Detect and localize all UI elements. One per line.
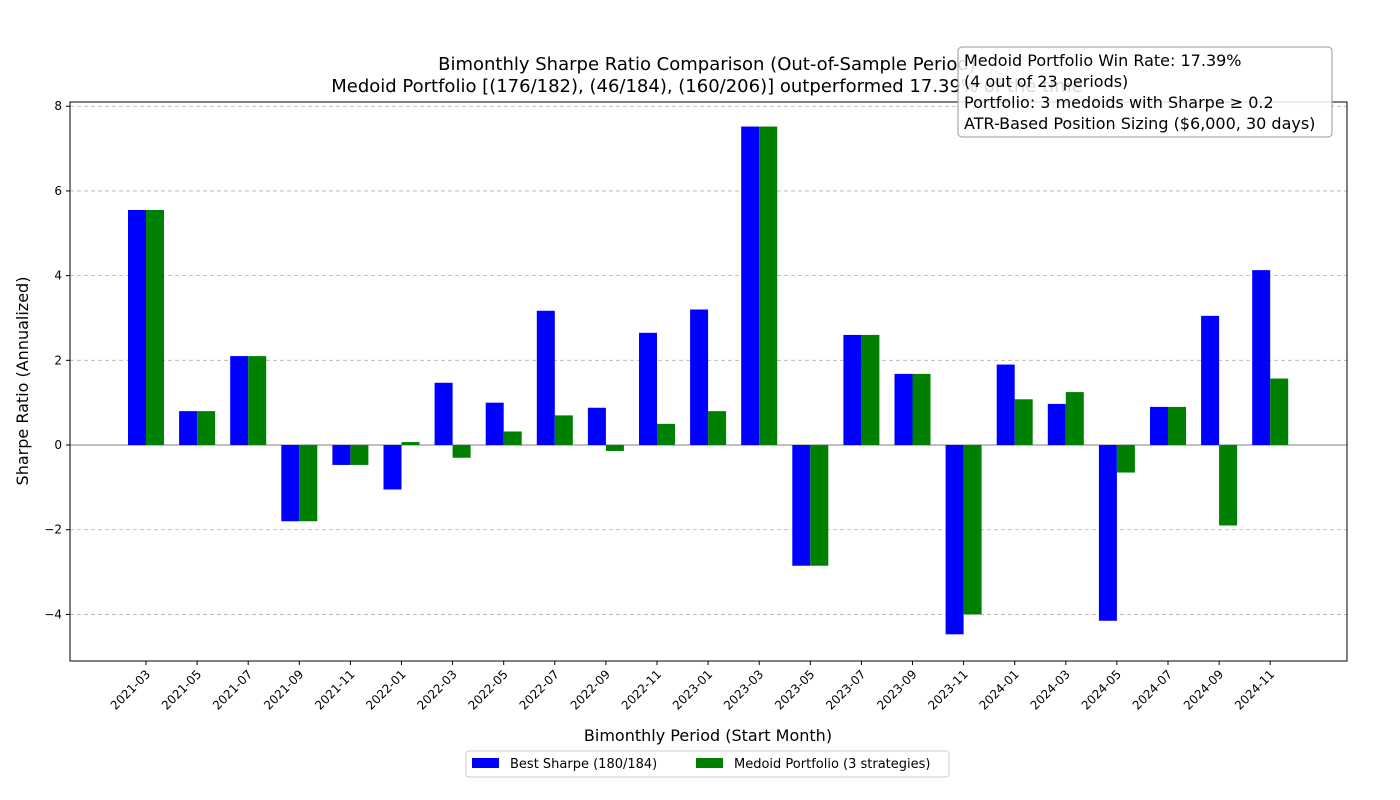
- bar-best-sharpe: [741, 126, 760, 446]
- bar-medoid-portfolio: [1116, 445, 1135, 473]
- bar-best-sharpe: [894, 373, 913, 446]
- bar-best-sharpe: [128, 209, 146, 446]
- x-tick-label: 2022-05: [465, 667, 510, 712]
- bar-best-sharpe: [1150, 406, 1168, 446]
- stats-line: (4 out of 23 periods): [964, 72, 1128, 91]
- y-axis-ticks: −4 −2 0 2 4 6 8: [44, 99, 70, 621]
- bar-medoid-portfolio: [861, 334, 880, 446]
- x-tick-label: 2023-05: [772, 667, 817, 712]
- bar-medoid-portfolio: [605, 445, 624, 451]
- bar-best-sharpe: [536, 310, 555, 446]
- bar-medoid-portfolio: [146, 209, 164, 446]
- x-tick-label: 2021-03: [108, 667, 153, 712]
- bar-medoid-portfolio: [452, 445, 471, 458]
- bar-best-sharpe: [1047, 403, 1066, 446]
- y-tick-label: 0: [54, 438, 62, 452]
- stats-line: Portfolio: 3 medoids with Sharpe ≥ 0.2: [964, 93, 1274, 112]
- x-tick-label: 2023-03: [721, 667, 766, 712]
- legend-swatch-medoid-portfolio: [696, 758, 723, 768]
- x-tick-label: 2021-07: [210, 667, 255, 712]
- bar-best-sharpe: [690, 309, 709, 446]
- x-axis-label: Bimonthly Period (Start Month): [584, 726, 832, 745]
- x-tick-label: 2024-01: [976, 667, 1021, 712]
- legend-label-medoid-portfolio: Medoid Portfolio (3 strategies): [734, 757, 931, 772]
- bar-best-sharpe: [843, 334, 862, 446]
- y-tick-label: 8: [54, 99, 62, 113]
- x-tick-label: 2022-03: [414, 667, 459, 712]
- grid-lines: [70, 105, 1347, 615]
- x-tick-label: 2024-07: [1130, 667, 1175, 712]
- bar-medoid-portfolio: [248, 356, 267, 446]
- bar-medoid-portfolio: [1270, 378, 1289, 446]
- stats-line: Medoid Portfolio Win Rate: 17.39%: [964, 51, 1242, 70]
- bar-best-sharpe: [1201, 315, 1220, 446]
- stats-box-frame: [957, 46, 1333, 138]
- x-tick-label: 2022-01: [363, 667, 408, 712]
- bar-best-sharpe: [434, 382, 453, 446]
- x-tick-label: 2024-11: [1232, 667, 1277, 712]
- bars: [128, 126, 1289, 635]
- bar-medoid-portfolio: [350, 445, 369, 465]
- x-tick-label: 2021-05: [159, 667, 204, 712]
- bar-medoid-portfolio: [401, 442, 420, 446]
- bar-best-sharpe: [383, 445, 402, 490]
- bar-best-sharpe: [1252, 270, 1271, 446]
- x-tick-label: 2022-11: [619, 667, 664, 712]
- bar-medoid-portfolio: [503, 431, 522, 446]
- bar-medoid-portfolio: [759, 126, 778, 446]
- chart-title: Bimonthly Sharpe Ratio Comparison (Out-o…: [438, 54, 976, 75]
- bar-best-sharpe: [639, 332, 657, 446]
- bar-best-sharpe: [587, 407, 606, 446]
- y-tick-label: 6: [54, 184, 62, 198]
- x-tick-label: 2024-09: [1181, 667, 1226, 712]
- bar-medoid-portfolio: [912, 373, 931, 446]
- bar-best-sharpe: [485, 402, 504, 446]
- x-tick-label: 2024-05: [1079, 667, 1124, 712]
- bar-best-sharpe: [1098, 445, 1117, 621]
- bar-best-sharpe: [996, 364, 1015, 446]
- y-tick-label: −2: [44, 523, 62, 537]
- x-tick-label: 2024-03: [1028, 667, 1073, 712]
- bar-medoid-portfolio: [1168, 406, 1186, 446]
- bar-best-sharpe: [332, 445, 351, 465]
- y-tick-label: −4: [44, 607, 62, 621]
- legend: Best Sharpe (180/184) Medoid Portfolio (…: [465, 750, 950, 778]
- bar-best-sharpe: [792, 445, 811, 566]
- x-tick-label: 2021-11: [312, 667, 357, 712]
- bar-medoid-portfolio: [810, 445, 829, 566]
- bar-medoid-portfolio: [963, 445, 982, 615]
- legend-label-best-sharpe: Best Sharpe (180/184): [510, 757, 657, 772]
- bar-medoid-portfolio: [1065, 392, 1084, 446]
- x-tick-label: 2023-01: [670, 667, 715, 712]
- bar-medoid-portfolio: [657, 423, 675, 446]
- x-tick-label: 2023-09: [874, 667, 919, 712]
- stats-line: ATR-Based Position Sizing ($6,000, 30 da…: [964, 114, 1315, 133]
- x-tick-label: 2023-11: [925, 667, 970, 712]
- bar-best-sharpe: [945, 445, 964, 635]
- y-tick-label: 2: [54, 353, 62, 367]
- x-tick-label: 2021-09: [261, 667, 306, 712]
- y-tick-label: 4: [54, 269, 62, 283]
- bar-best-sharpe: [179, 411, 198, 446]
- x-tick-label: 2022-09: [568, 667, 613, 712]
- legend-swatch-best-sharpe: [472, 758, 499, 768]
- bar-medoid-portfolio: [708, 411, 727, 446]
- bar-medoid-portfolio: [197, 411, 216, 446]
- x-tick-label: 2022-07: [517, 667, 562, 712]
- bar-medoid-portfolio: [1219, 445, 1238, 526]
- bar-medoid-portfolio: [554, 415, 573, 446]
- y-axis-label: Sharpe Ratio (Annualized): [13, 277, 32, 486]
- stats-box: Medoid Portfolio Win Rate: 17.39% (4 out…: [957, 46, 1333, 138]
- bar-medoid-portfolio: [1014, 399, 1033, 446]
- x-axis-ticks: 2021-03 2021-05 2021-07 2021-09 2021-11 2022-…: [108, 661, 1277, 713]
- x-tick-label: 2023-07: [823, 667, 868, 712]
- bar-best-sharpe: [281, 445, 300, 522]
- bar-best-sharpe: [230, 356, 249, 446]
- bar-medoid-portfolio: [299, 445, 318, 522]
- chart-subtitle: Medoid Portfolio [(176/182), (46/184), (…: [331, 76, 1083, 97]
